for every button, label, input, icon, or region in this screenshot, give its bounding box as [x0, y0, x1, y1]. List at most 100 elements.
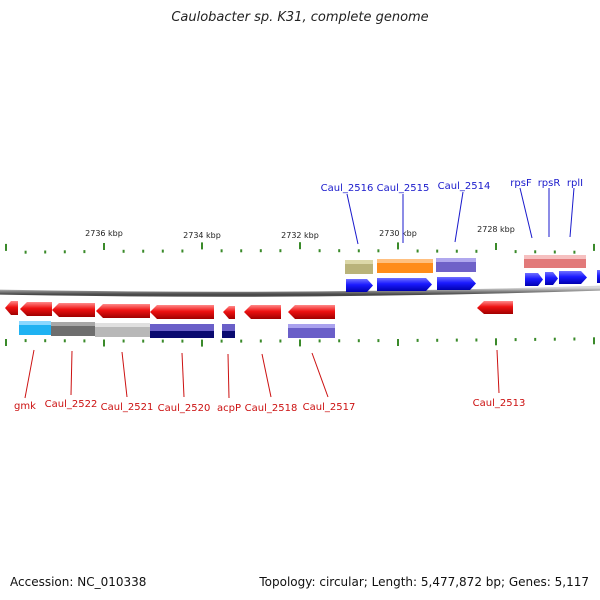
minor-tick — [220, 249, 223, 253]
gene-label-acpp: acpP — [217, 403, 241, 414]
leader-line — [24, 349, 35, 399]
gene-label-rpsr: rpsR — [538, 178, 561, 189]
minor-tick — [475, 338, 478, 342]
gene-arrow-caul-2517 — [288, 305, 335, 319]
genome-backbone — [0, 285, 600, 297]
minor-tick — [24, 250, 27, 254]
accession-text: Accession: NC_010338 — [10, 575, 147, 589]
feature-bar — [288, 324, 335, 328]
minor-tick — [534, 250, 537, 254]
major-tick — [103, 339, 105, 347]
gene-arrow-caul-2516 — [346, 279, 373, 292]
feature-bar — [222, 324, 235, 331]
major-tick — [103, 243, 105, 250]
gene-label-rpsf: rpsF — [510, 178, 532, 189]
minor-tick — [514, 338, 517, 342]
minor-tick — [436, 249, 439, 253]
gene-label-gmk: gmk — [14, 401, 36, 412]
scale-label-2734: 2734 kbp — [183, 231, 221, 240]
leader-line — [311, 352, 329, 398]
feature-bar — [19, 321, 51, 325]
minor-tick — [338, 339, 341, 343]
minor-tick — [318, 339, 321, 343]
leader-line — [496, 349, 500, 394]
minor-tick — [377, 339, 380, 343]
gene-arrow-caul-2518 — [244, 305, 281, 319]
minor-tick — [44, 250, 47, 254]
minor-tick — [83, 339, 86, 343]
minor-tick — [83, 250, 86, 254]
gene-arrow-rpli — [559, 271, 587, 284]
minor-tick — [259, 249, 262, 253]
minor-tick — [338, 249, 341, 253]
gene-arrow-rpsf — [525, 273, 543, 286]
major-tick — [5, 339, 7, 346]
gene-label-caul-2522: Caul_2522 — [45, 399, 98, 410]
minor-tick — [142, 339, 145, 343]
minor-tick — [142, 249, 145, 253]
minor-tick — [181, 249, 184, 253]
feature-bar — [51, 322, 95, 326]
major-tick — [495, 338, 497, 346]
major-tick — [593, 243, 595, 251]
minor-tick — [161, 249, 164, 253]
major-tick — [5, 243, 7, 251]
major-tick — [299, 242, 301, 250]
forward-genes — [346, 270, 600, 292]
minor-tick — [357, 249, 360, 253]
leader-line — [181, 352, 185, 398]
leader-line — [454, 191, 464, 243]
minor-tick — [416, 249, 419, 253]
major-tick — [201, 242, 203, 250]
minor-tick — [161, 339, 164, 343]
minor-tick — [63, 250, 66, 254]
forward-feature-bars — [345, 255, 586, 274]
leader-line — [519, 187, 533, 239]
major-tick — [593, 337, 595, 345]
minor-tick — [416, 338, 419, 342]
minor-tick — [318, 249, 321, 253]
minor-tick — [534, 337, 537, 341]
minor-tick — [24, 339, 27, 343]
scale-labels: 2736 kbp 2734 kbp 2732 kbp 2730 kbp 2728… — [85, 225, 515, 240]
scale-label-2732: 2732 kbp — [281, 231, 319, 240]
minor-tick — [357, 339, 360, 343]
gene-label-caul-2515: Caul_2515 — [377, 183, 430, 194]
leader-line — [121, 351, 128, 398]
gene-arrow-caul-2521 — [52, 303, 95, 317]
minor-tick — [122, 249, 125, 253]
minor-tick — [455, 249, 458, 253]
gene-arrow-caul-2522 — [20, 302, 52, 316]
feature-bar — [377, 259, 433, 263]
gene-label-caul-2514: Caul_2514 — [438, 181, 491, 192]
feature-bar — [345, 260, 373, 264]
genome-summary-text: Topology: circular; Length: 5,477,872 bp… — [259, 575, 589, 589]
gene-arrow-caul-2514 — [437, 277, 476, 290]
gene-label-caul-2517: Caul_2517 — [303, 402, 356, 413]
minor-tick — [122, 339, 125, 343]
major-tick — [201, 339, 203, 347]
minor-tick — [553, 250, 556, 254]
leader-line — [346, 193, 359, 245]
scale-label-2730: 2730 kbp — [379, 229, 417, 238]
gene-arrow-caul-2513 — [477, 301, 513, 314]
minor-tick — [279, 249, 282, 253]
forward-gene-labels: Caul_2516 Caul_2515 Caul_2514 rpsF rpsR … — [321, 178, 583, 245]
gene-label-rpli: rplI — [567, 178, 583, 189]
leader-line — [569, 187, 575, 238]
gene-label-caul-2516: Caul_2516 — [321, 183, 374, 194]
feature-bar — [150, 331, 214, 338]
minor-tick — [44, 339, 47, 343]
scale-ticks-top — [5, 242, 595, 254]
map-title: Caulobacter sp. K31, complete genome — [171, 10, 429, 25]
minor-tick — [377, 249, 380, 253]
scale-label-2736: 2736 kbp — [85, 229, 123, 238]
gene-arrow-caul-2515 — [377, 278, 432, 291]
feature-bar — [222, 331, 235, 338]
minor-tick — [475, 249, 478, 253]
minor-tick — [220, 339, 223, 343]
gene-label-caul-2513: Caul_2513 — [473, 398, 526, 409]
feature-bar — [436, 258, 476, 262]
gene-arrow-offscreen — [597, 270, 600, 283]
